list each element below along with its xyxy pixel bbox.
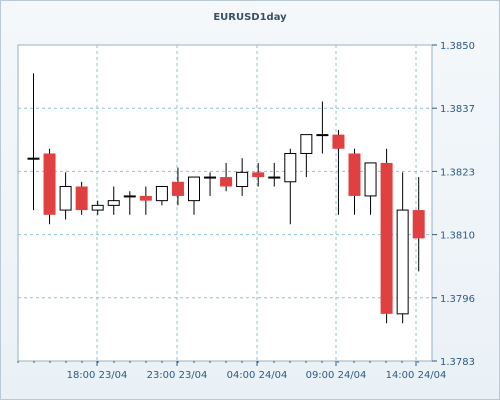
candle-body-up — [316, 134, 329, 137]
y-tick-label: 1.3823 — [440, 167, 475, 178]
candle-body-down — [171, 181, 184, 196]
candle-body-up — [284, 152, 297, 183]
candles — [27, 73, 425, 324]
candle — [59, 172, 72, 220]
candle — [155, 185, 168, 206]
candle-body-down — [412, 210, 425, 239]
candle-body-down — [43, 153, 56, 215]
candle — [139, 186, 152, 215]
candle-body-up — [107, 200, 120, 206]
candle-body-up — [188, 176, 200, 202]
y-axis: 1.3850 1.3837 1.3823 1.3810 1.3796 1.3783 — [432, 41, 475, 368]
candle — [396, 172, 409, 324]
chart-title: EURUSD1day — [213, 12, 287, 23]
candle — [123, 191, 136, 215]
y-tick-label: 1.3837 — [440, 104, 475, 115]
candle-body-down — [252, 172, 265, 178]
candle — [107, 186, 120, 215]
candle — [252, 162, 265, 187]
x-tick-label: 04:00 24/04 — [227, 370, 288, 381]
candle-body-down — [139, 195, 152, 201]
y-tick-label: 1.3810 — [440, 231, 475, 242]
candle — [204, 172, 217, 196]
x-tick-label: 14:00 24/04 — [386, 370, 447, 381]
candle — [268, 162, 281, 187]
candle-body-up — [204, 176, 217, 179]
candle-body-up — [27, 157, 40, 160]
candle — [91, 200, 104, 215]
candle-body-up — [123, 195, 136, 198]
candle-body-up — [155, 185, 168, 202]
candle — [188, 176, 200, 215]
candle-body-up — [59, 185, 72, 211]
candle-body-down — [380, 162, 393, 314]
candle-body-up — [396, 209, 409, 315]
grid-lines — [18, 45, 432, 361]
candle — [332, 129, 345, 215]
candle — [300, 134, 313, 178]
candle — [220, 162, 233, 192]
x-tick-label: 18:00 23/04 — [67, 370, 128, 381]
candle-body-down — [220, 177, 233, 187]
candle-body-down — [75, 186, 88, 211]
y-tick-label: 1.3796 — [440, 294, 475, 305]
candle-body-down — [332, 134, 345, 149]
candle — [43, 148, 56, 225]
candle-body-up — [91, 204, 104, 211]
candle — [348, 148, 361, 215]
candle — [171, 167, 184, 206]
candle — [27, 73, 40, 211]
candle-body-up — [364, 162, 377, 197]
candle — [380, 148, 393, 324]
y-tick-label: 1.3783 — [440, 357, 475, 368]
candle-body-down — [348, 153, 361, 196]
x-tick-label: 23:00 23/04 — [147, 370, 208, 381]
candle-body-up — [236, 171, 249, 187]
x-tick-label: 09:00 24/04 — [306, 370, 367, 381]
candle — [284, 148, 297, 225]
candle-body-up — [268, 176, 281, 179]
candle-body-up — [300, 134, 313, 154]
candle — [75, 181, 88, 215]
candle — [364, 162, 377, 215]
candle — [316, 101, 329, 154]
candle — [412, 177, 425, 272]
candle — [236, 158, 249, 196]
y-tick-label: 1.3850 — [440, 41, 475, 52]
x-axis: 18:00 23/04 23:00 23/04 04:00 24/04 09:00 2… — [17, 361, 447, 381]
